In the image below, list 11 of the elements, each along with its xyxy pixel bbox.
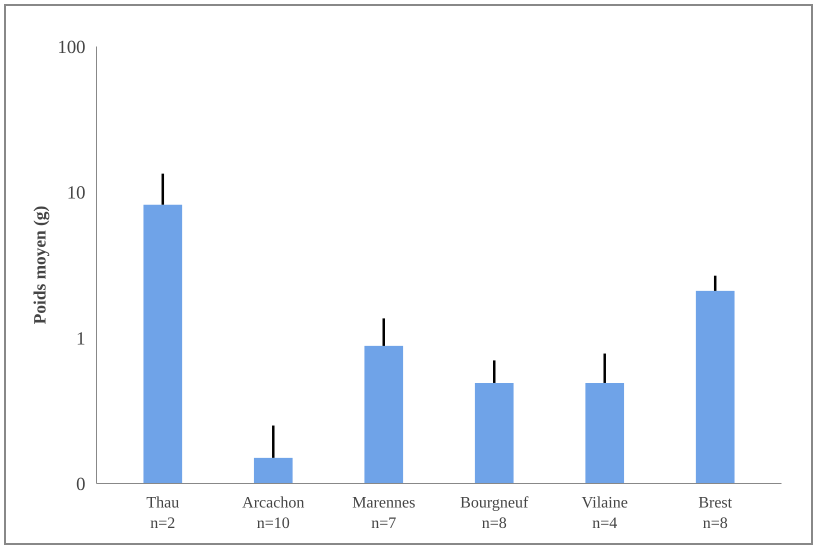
y-axis-title: Poids moyen (g) — [30, 206, 50, 324]
y-tick-label: 0 — [76, 474, 86, 495]
x-tick-label: Marennes n=7 — [352, 494, 416, 532]
y-tick-label: 10 — [66, 182, 86, 204]
y-tick-label: 100 — [58, 37, 86, 58]
x-tick-label: Brest n=8 — [698, 494, 733, 532]
x-tick-label: Arcachon n=10 — [242, 494, 304, 532]
x-tick-label: Thau n=2 — [146, 494, 180, 532]
x-tick-label: Bourgneuf n=8 — [460, 494, 529, 532]
y-tick-label: 1 — [76, 328, 86, 350]
x-tick-label: Vilaine n=4 — [582, 494, 628, 532]
